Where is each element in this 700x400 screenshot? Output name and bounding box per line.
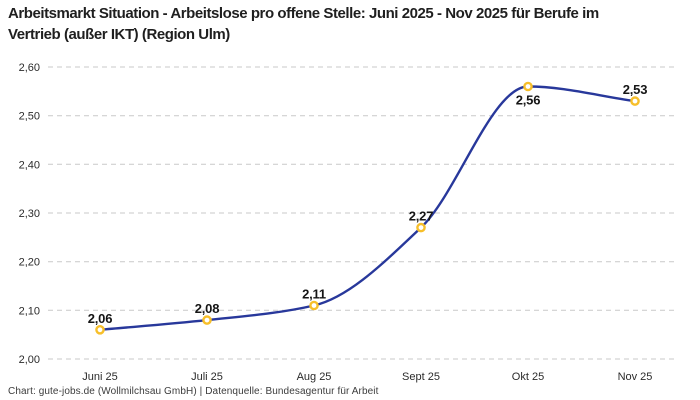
- x-tick-label: Nov 25: [618, 371, 653, 383]
- attribution: Chart: gute-jobs.de (Wollmilchsau GmbH) …: [8, 386, 379, 397]
- data-point-marker: [416, 222, 426, 233]
- y-tick-label: 2,40: [19, 159, 40, 171]
- data-point-label: 2,06: [88, 311, 113, 326]
- y-tick-label: 2,50: [19, 111, 40, 123]
- data-point-marker: [630, 96, 640, 106]
- data-point-marker: [523, 81, 533, 92]
- data-point-marker: [202, 315, 212, 325]
- x-tick-label: Aug 25: [297, 371, 332, 383]
- data-point-marker: [309, 300, 319, 311]
- y-tick-label: 2,10: [19, 305, 40, 317]
- x-tick-label: Juni 25: [82, 371, 117, 383]
- chart-title: Arbeitsmarkt Situation - Arbeitslose pro…: [8, 5, 599, 43]
- x-tick-label: Sept 25: [402, 371, 440, 383]
- series-line: [98, 85, 637, 331]
- data-point-label: 2,11: [302, 287, 326, 302]
- data-point-label: 2,08: [195, 301, 220, 316]
- data-point-label: 2,56: [516, 93, 541, 108]
- y-tick-label: 2,60: [19, 62, 40, 74]
- x-tick-label: Okt 25: [512, 371, 544, 383]
- data-point-label: 2,27: [409, 209, 434, 224]
- y-tick-label: 2,00: [19, 354, 40, 366]
- y-tick-label: 2,20: [19, 257, 40, 269]
- x-tick-label: Juli 25: [191, 371, 223, 383]
- data-point-label: 2,53: [623, 82, 648, 97]
- y-tick-label: 2,30: [19, 208, 40, 220]
- data-point-marker: [95, 324, 105, 335]
